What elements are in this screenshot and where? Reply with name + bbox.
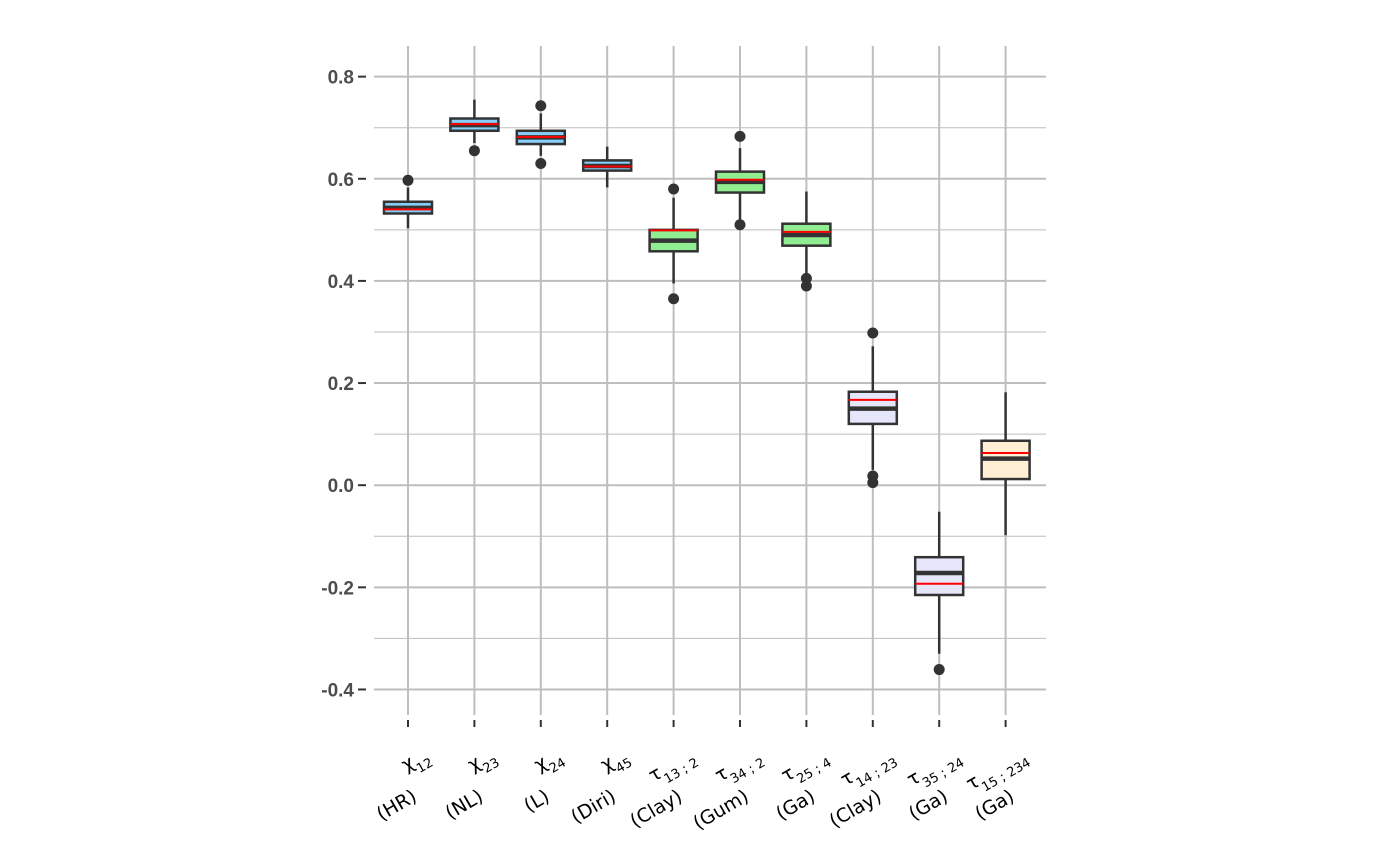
outlier-point <box>668 183 680 195</box>
y-axis: -0.4 -0.2 0.0 0.2 0.4 0.6 0.8 <box>321 68 366 701</box>
y-tick-label: -0.4 <box>321 680 354 701</box>
x-tick-subscript: 23 <box>480 755 502 776</box>
outlier-point <box>933 664 945 676</box>
box-8 <box>847 327 899 489</box>
x-tick-subscript: 14 ; 23 <box>853 755 900 791</box>
outlier-point <box>468 145 480 157</box>
x-tick-family-label: (Clay) <box>626 785 686 832</box>
box-4 <box>581 146 633 188</box>
outlier-point <box>867 477 879 489</box>
x-tick-label: τ25 ; 4 <box>778 743 835 792</box>
x-tick-subscript: 34 ; 2 <box>728 755 768 787</box>
x-tick-family-label: (Diri) <box>567 785 619 828</box>
x-tick-subscript: 35 ; 24 <box>920 755 967 791</box>
x-tick-subscript: 12 <box>414 755 436 776</box>
x-tick-label: χ24 <box>530 743 568 781</box>
x-tick-subscript: 45 <box>613 755 635 776</box>
box-2 <box>449 99 500 157</box>
outlier-point <box>535 100 547 112</box>
box-1 <box>382 174 434 229</box>
y-tick-label: 0.2 <box>328 374 354 395</box>
x-tick-subscript: 24 <box>547 755 569 776</box>
outlier-point <box>402 174 414 186</box>
x-tick-label: τ13 ; 2 <box>645 743 702 792</box>
x-tick-family-label: (Ga) <box>772 785 819 825</box>
x-tick-subscript: 13 ; 2 <box>661 755 701 787</box>
x-tick-family-label: (Clay) <box>826 785 886 832</box>
x-tick-family-label: (Ga) <box>905 785 952 825</box>
box-7 <box>781 191 832 292</box>
boxes <box>382 99 1031 676</box>
box-10 <box>980 392 1031 536</box>
x-tick-label: χ45 <box>597 743 635 781</box>
box-6 <box>714 130 766 231</box>
box-3 <box>515 100 567 169</box>
y-tick-label: 0.6 <box>328 170 354 191</box>
x-tick-family-label: (L) <box>520 785 553 817</box>
outlier-point <box>734 219 746 231</box>
y-tick-label: 0.8 <box>328 68 354 89</box>
box-body <box>913 555 965 597</box>
outlier-point <box>800 280 812 292</box>
x-tick-family-label: (HR) <box>373 785 421 825</box>
box-5 <box>648 183 699 305</box>
outlier-point <box>800 272 812 284</box>
outlier-point <box>734 130 746 142</box>
x-tick-label: χ12 <box>398 743 436 781</box>
outlier-point <box>867 327 879 339</box>
x-tick-label: τ34 ; 2 <box>711 743 768 792</box>
x-axis: χ12(HR)χ23(NL)χ24(L)χ45(Diri)τ13 ; 2(Cla… <box>373 720 1033 834</box>
x-tick-label: χ23 <box>464 743 502 781</box>
y-tick-label: -0.2 <box>321 578 354 599</box>
x-tick-family-label: (Gum) <box>689 785 752 834</box>
y-tick-label: 0.4 <box>328 272 355 293</box>
x-tick-family-label: (NL) <box>442 785 487 824</box>
box-9 <box>913 511 965 676</box>
x-tick-subscript: 25 ; 4 <box>794 755 834 787</box>
outlier-point <box>535 157 547 169</box>
y-tick-label: 0.0 <box>328 476 354 497</box>
outlier-point <box>668 293 680 305</box>
